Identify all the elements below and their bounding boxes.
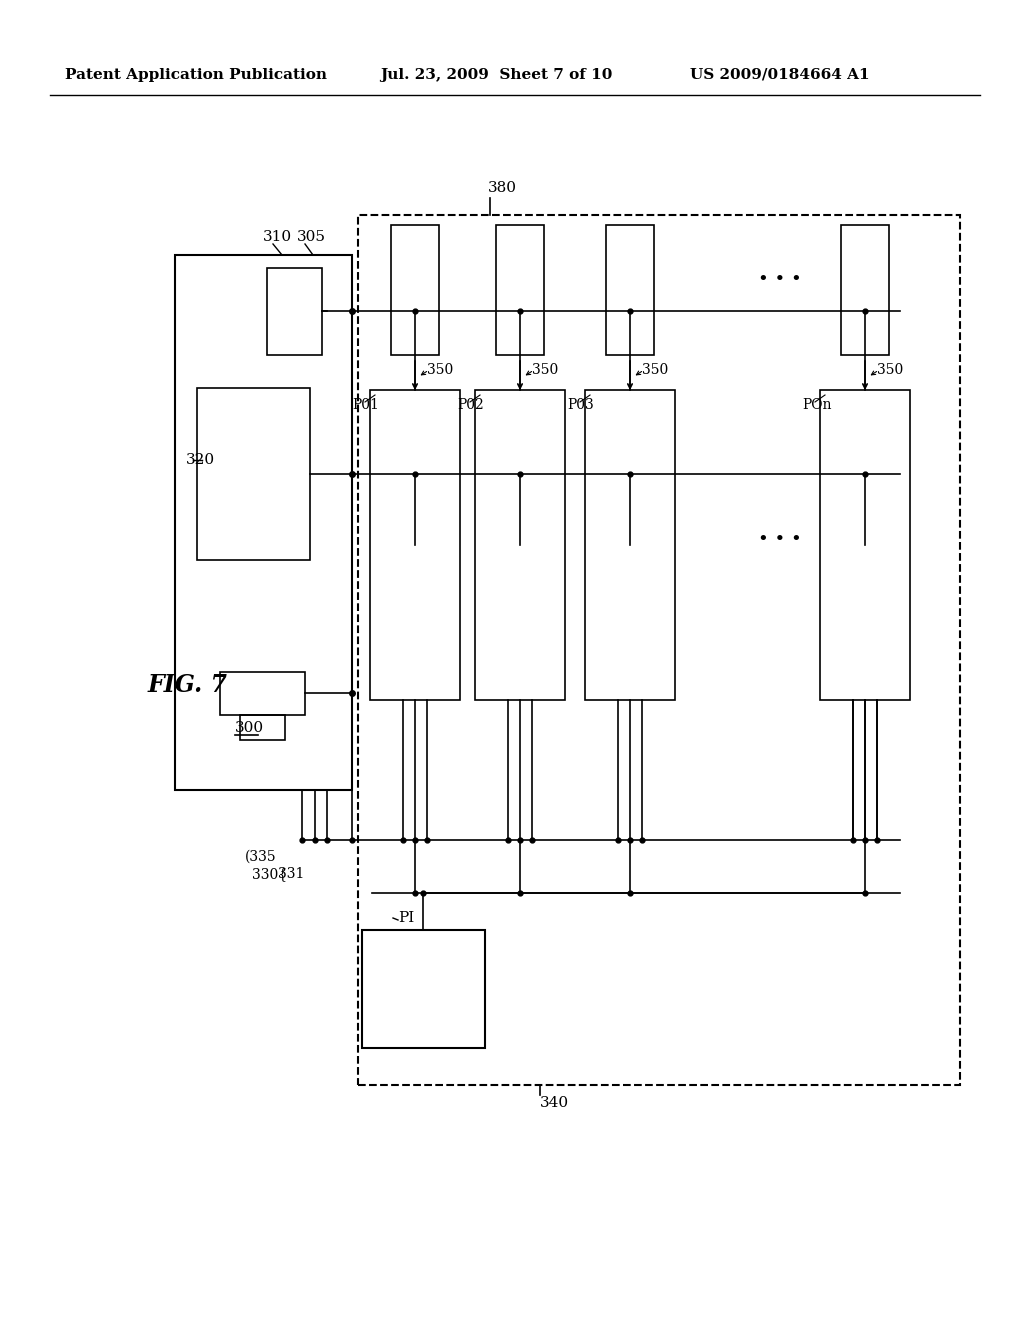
Text: 300: 300: [234, 721, 264, 735]
Text: 350: 350: [877, 363, 903, 378]
Bar: [358, 215, 961, 1085]
Bar: [841, 224, 889, 355]
Text: 380: 380: [488, 181, 517, 195]
Text: 340: 340: [540, 1096, 569, 1110]
Bar: [391, 224, 439, 355]
Text: 350: 350: [642, 363, 669, 378]
Bar: [496, 224, 544, 355]
Bar: [175, 255, 352, 789]
Bar: [820, 389, 910, 700]
Text: 310: 310: [263, 230, 292, 244]
Text: P02: P02: [457, 399, 483, 412]
Bar: [240, 715, 285, 741]
Bar: [585, 389, 675, 700]
Text: (335: (335: [245, 850, 276, 865]
Text: Jul. 23, 2009  Sheet 7 of 10: Jul. 23, 2009 Sheet 7 of 10: [380, 69, 612, 82]
Bar: [370, 389, 460, 700]
Bar: [362, 931, 485, 1048]
Text: P03: P03: [567, 399, 594, 412]
Bar: [267, 268, 322, 355]
Text: Patent Application Publication: Patent Application Publication: [65, 69, 327, 82]
Bar: [197, 388, 310, 560]
Text: 320: 320: [186, 453, 215, 467]
Text: PI: PI: [398, 911, 415, 925]
Text: 350: 350: [427, 363, 454, 378]
Text: 350: 350: [532, 363, 558, 378]
Text: 331: 331: [278, 867, 304, 880]
Bar: [475, 389, 565, 700]
Text: 305: 305: [297, 230, 326, 244]
Text: FIG. 7: FIG. 7: [148, 673, 228, 697]
Text: POn: POn: [802, 399, 831, 412]
Text: 330{: 330{: [252, 867, 287, 880]
Text: P01: P01: [352, 399, 379, 412]
Text: • • •: • • •: [758, 271, 802, 289]
Bar: [606, 224, 654, 355]
Text: US 2009/0184664 A1: US 2009/0184664 A1: [690, 69, 869, 82]
Text: • • •: • • •: [758, 531, 802, 549]
Bar: [220, 672, 305, 715]
